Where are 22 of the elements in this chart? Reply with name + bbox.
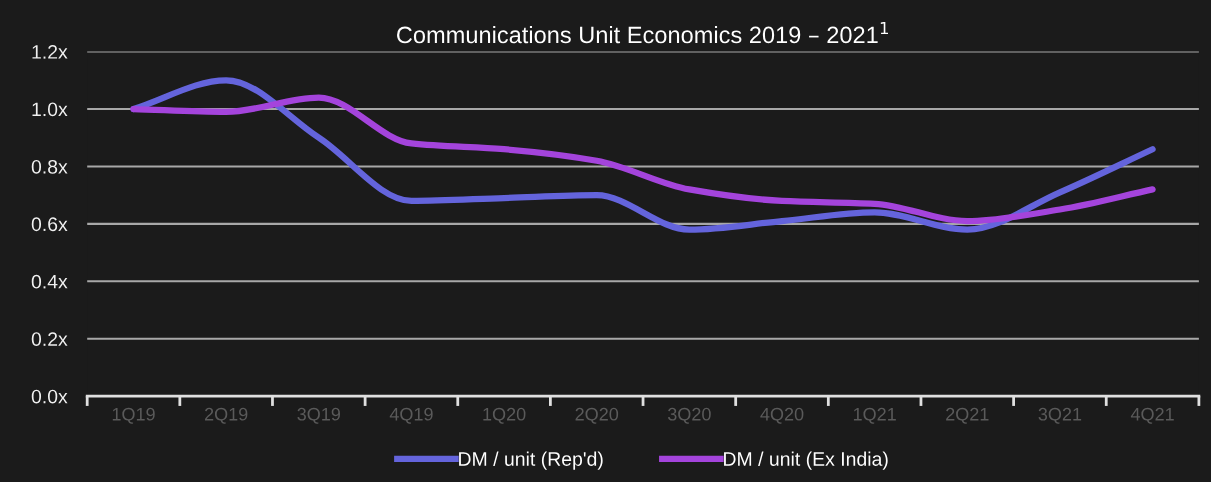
y-tick-label: 0.0x [31, 389, 68, 404]
x-tick-label: 4Q19 [389, 407, 433, 424]
chart-title: Communications Unit Economics 2019 – 2021$^{1}$ [397, 21, 888, 44]
x-tick-label: 2Q19 [204, 407, 248, 424]
legend-label: DM / unit (Ex India) [724, 451, 888, 470]
x-tick-label: 3Q21 [1038, 407, 1082, 424]
y-tick-label: 0.4x [31, 274, 68, 289]
x-tick-label: 3Q20 [667, 407, 711, 424]
x-tick-label: 4Q21 [1130, 407, 1174, 424]
y-tick-label: 1.0x [32, 102, 68, 117]
y-tick-label: 1.2x [32, 45, 68, 59]
x-tick-label: 1Q19 [112, 407, 155, 424]
y-tick-label: 0.2x [31, 332, 68, 346]
x-tick-label: 4Q20 [760, 407, 804, 424]
x-tick-label: 2Q21 [946, 407, 989, 424]
x-tick-label: 3Q19 [297, 407, 341, 424]
x-tick-label: 2Q20 [575, 407, 619, 424]
x-tick-label: 1Q20 [483, 407, 526, 424]
legend-label: DM / unit (Rep'd) [459, 451, 603, 470]
y-tick-label: 0.6x [31, 217, 68, 232]
y-tick-label: 0.8x [31, 159, 68, 174]
x-tick-label: 1Q21 [853, 407, 896, 424]
